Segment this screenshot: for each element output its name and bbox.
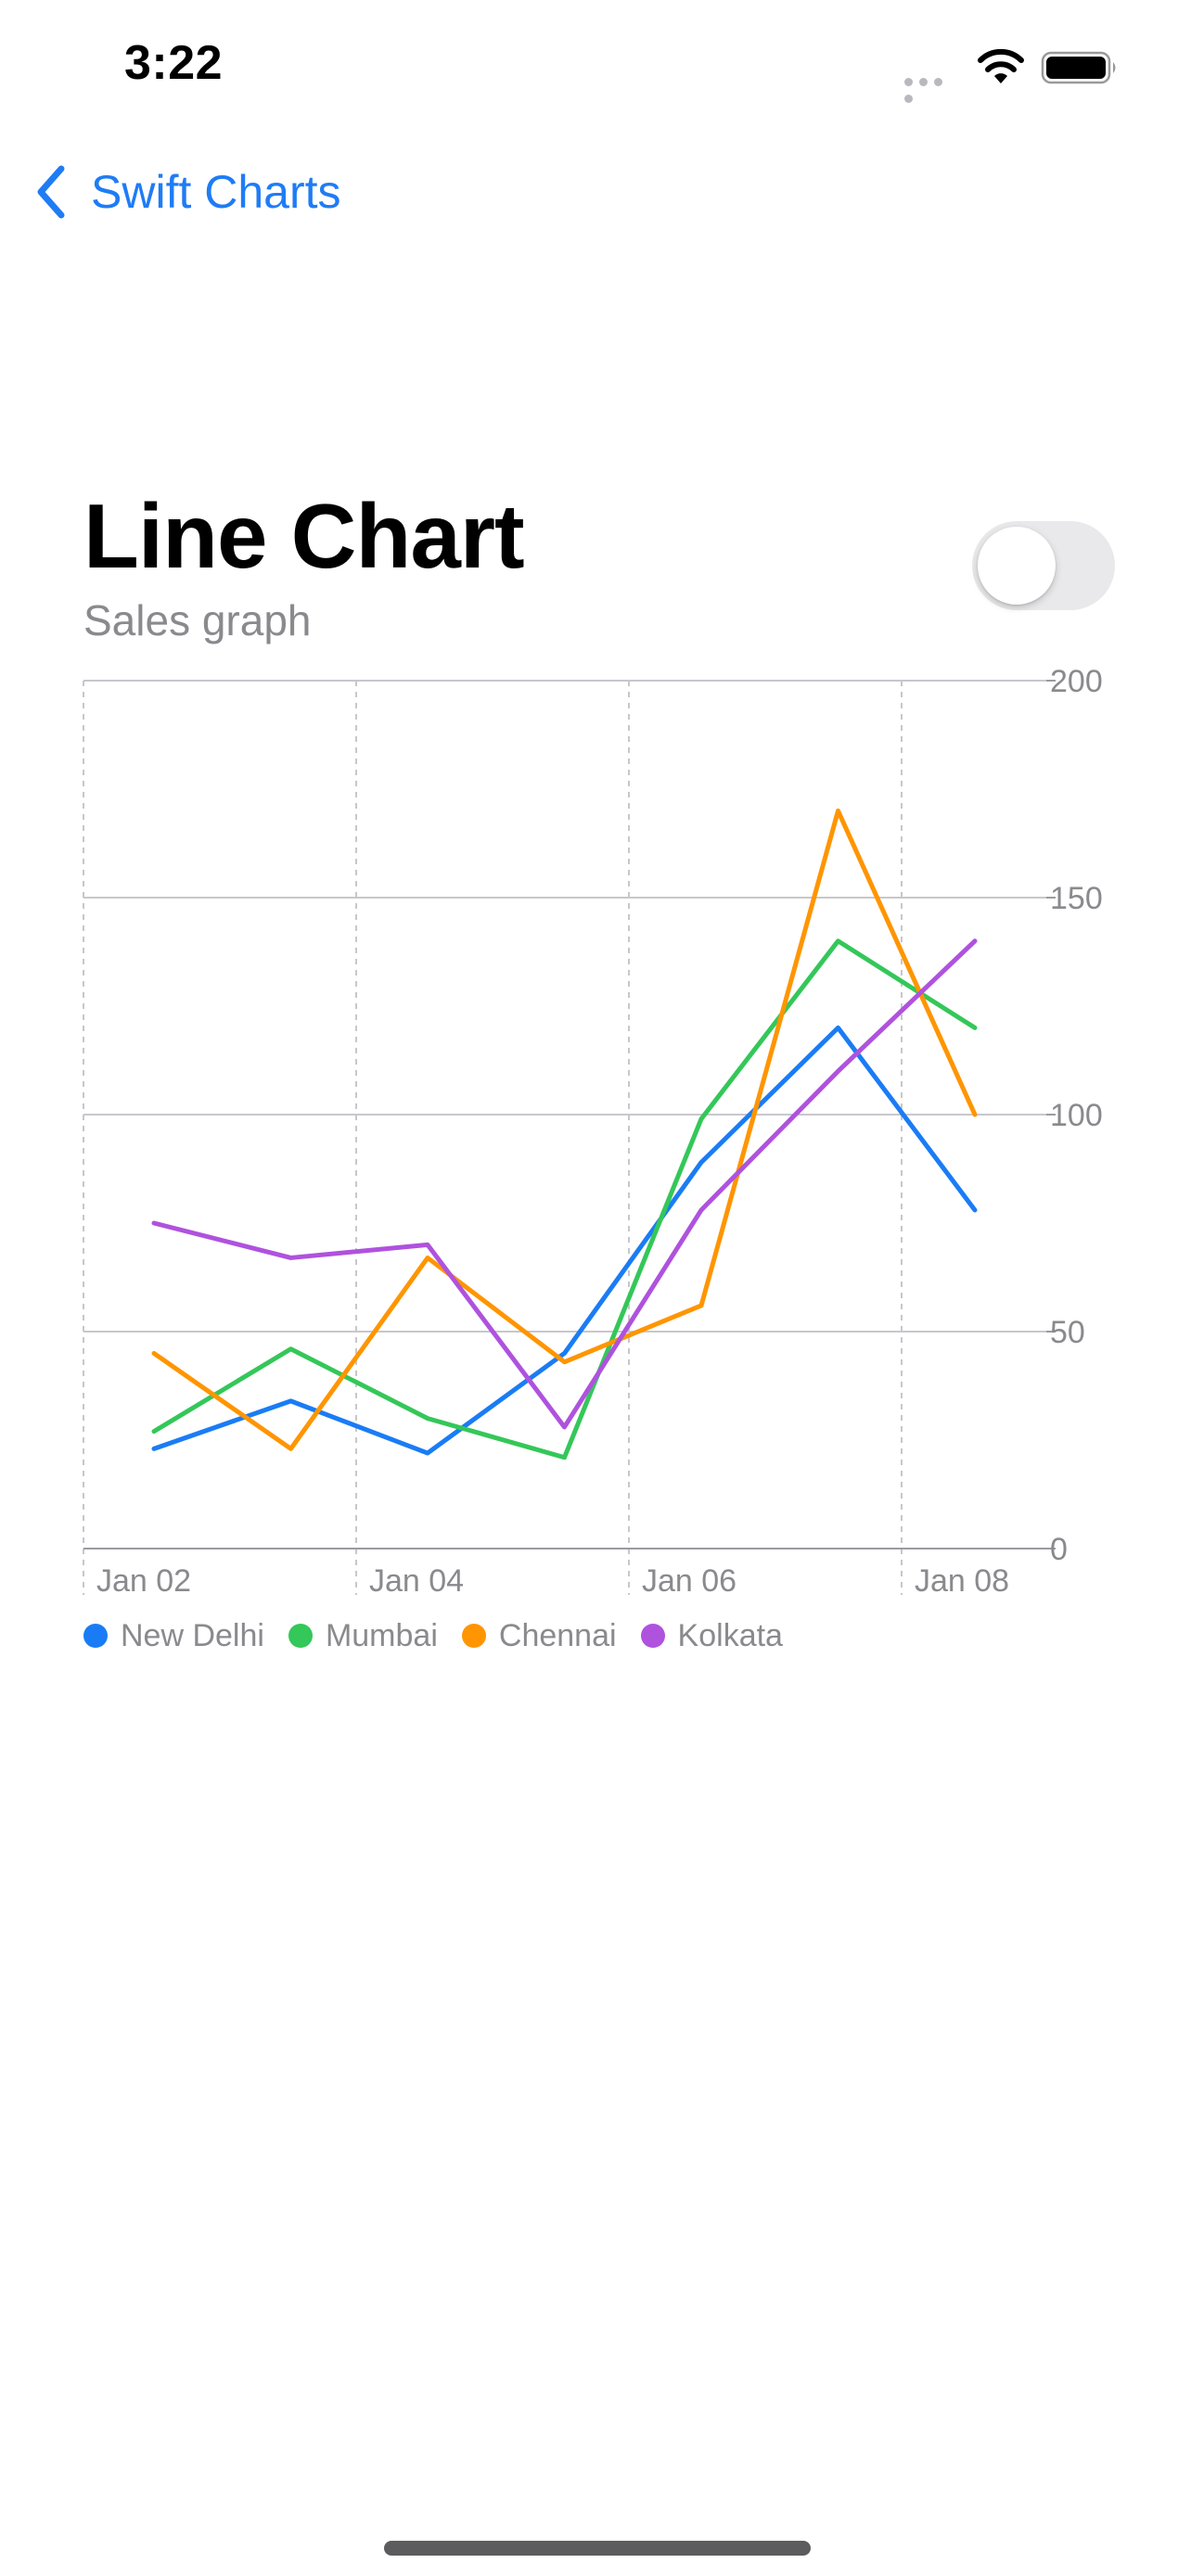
- x-tick-label: Jan 06: [642, 1563, 736, 1599]
- x-tick-label: Jan 04: [369, 1563, 464, 1599]
- legend-label: Chennai: [498, 1617, 617, 1653]
- x-tick-label: Jan 02: [96, 1563, 191, 1599]
- cellular-signal-icon: [904, 74, 962, 103]
- series-line-chennai: [151, 808, 978, 1451]
- x-tick-label: Jan 08: [915, 1563, 1009, 1599]
- toggle-knob: [978, 527, 1056, 605]
- legend-item: Kolkata: [640, 1617, 783, 1654]
- y-tick-label: 100: [1050, 1098, 1103, 1133]
- y-tick-label: 50: [1050, 1315, 1085, 1350]
- chart-toggle-switch[interactable]: [972, 521, 1115, 610]
- page-title: Line Chart: [83, 485, 525, 587]
- y-tick-label: 0: [1050, 1532, 1068, 1567]
- y-tick-label: 200: [1050, 664, 1103, 699]
- back-button[interactable]: Swift Charts: [33, 159, 341, 224]
- home-indicator: [384, 2541, 811, 2556]
- legend-label: New Delhi: [121, 1617, 264, 1653]
- wifi-icon: [978, 48, 1024, 83]
- legend-dot: [461, 1624, 486, 1648]
- series-line-new-delhi: [151, 1025, 978, 1456]
- legend-item: New Delhi: [83, 1618, 264, 1654]
- chevron-left-icon: [37, 165, 65, 219]
- legend-dot: [83, 1624, 108, 1648]
- battery-icon: [1041, 51, 1116, 84]
- legend-dot: [640, 1624, 665, 1648]
- page-subtitle: Sales graph: [83, 596, 312, 644]
- legend-label: Mumbai: [325, 1617, 438, 1653]
- series-line-kolkata: [151, 938, 978, 1430]
- legend-item: Mumbai: [288, 1618, 438, 1654]
- line-chart: 0 50 100 150 200 Jan 02 Jan 04 Jan 06 Jan 08: [83, 664, 1103, 1599]
- legend-dot: [288, 1624, 313, 1648]
- chart-legend: New Delhi Mumbai Chennai Kolkata: [83, 1615, 807, 1656]
- status-time: 3:22: [124, 36, 224, 90]
- legend-item: Chennai: [461, 1617, 617, 1654]
- back-button-label: Swift Charts: [91, 166, 341, 218]
- series-line-mumbai: [151, 938, 978, 1460]
- legend-label: Kolkata: [677, 1617, 783, 1653]
- y-tick-label: 150: [1050, 881, 1103, 916]
